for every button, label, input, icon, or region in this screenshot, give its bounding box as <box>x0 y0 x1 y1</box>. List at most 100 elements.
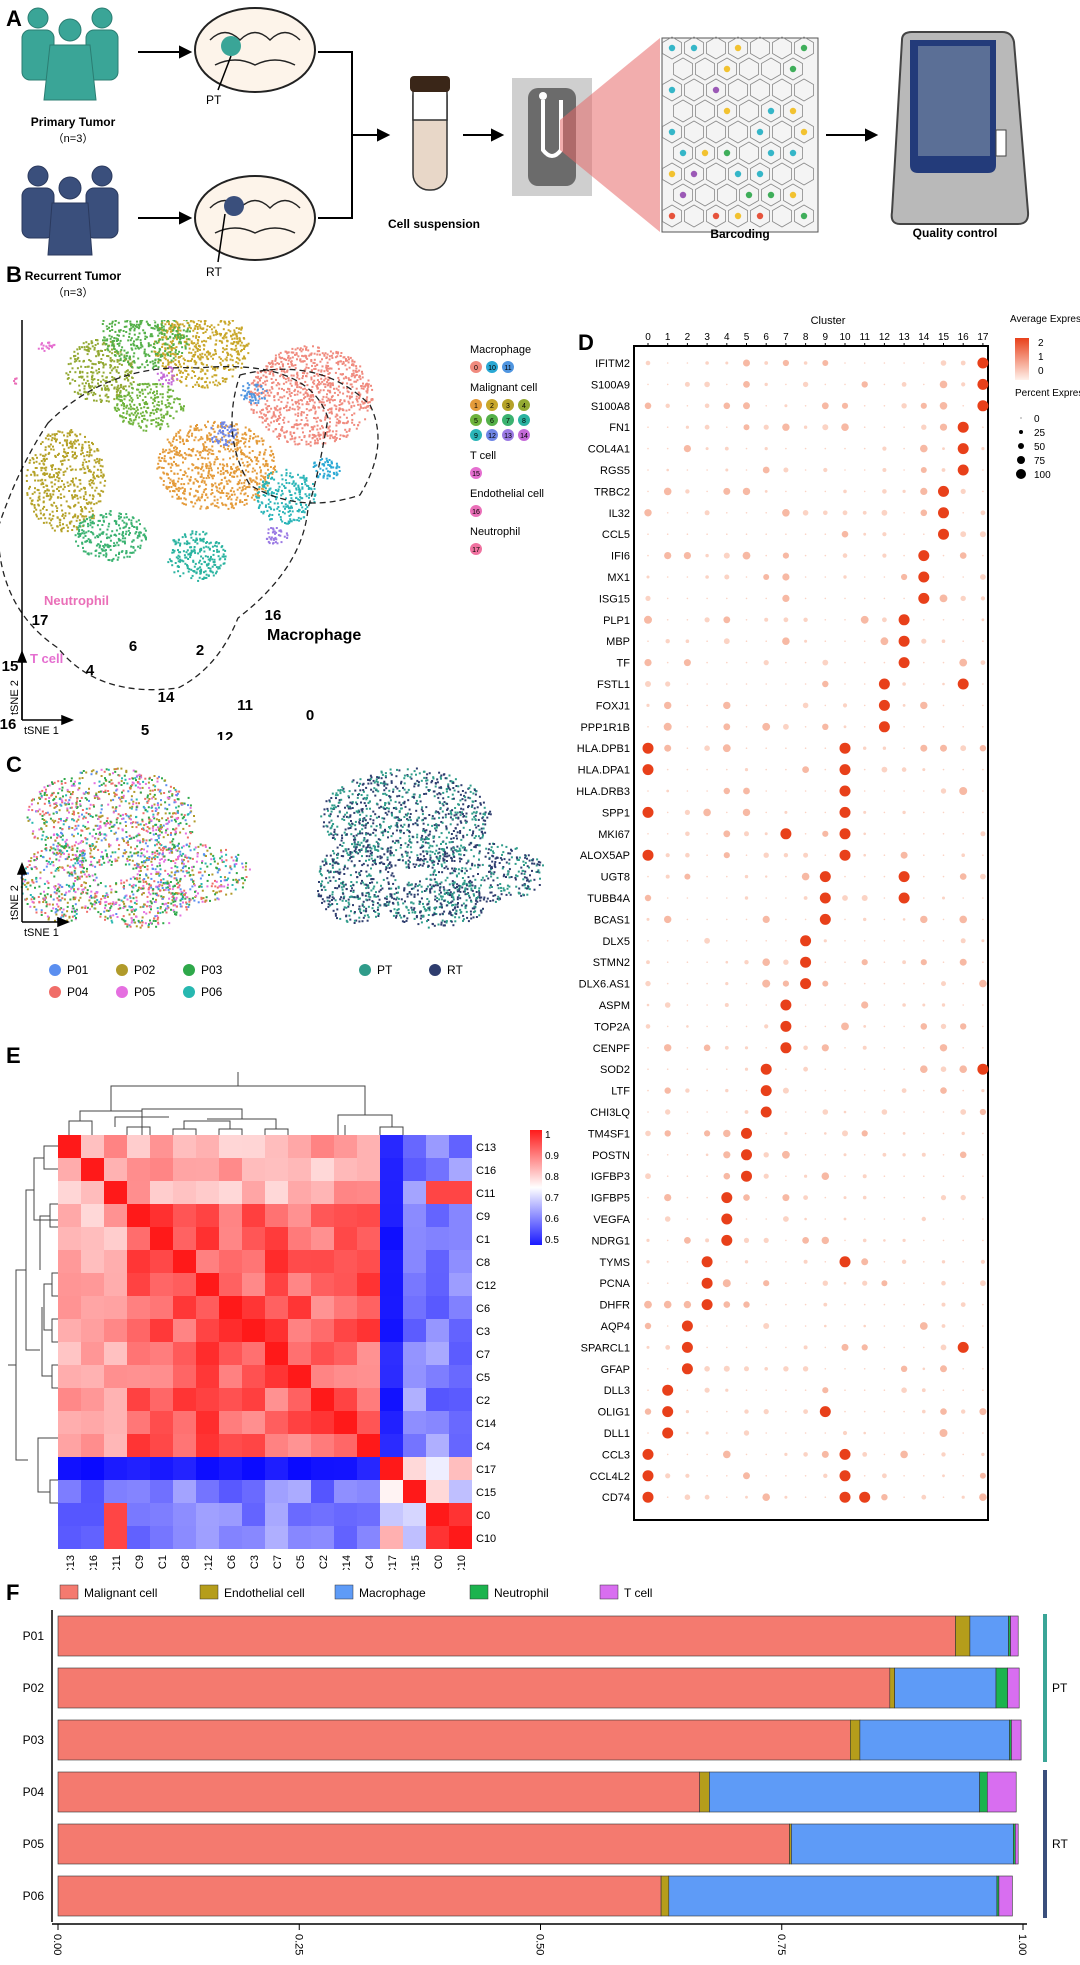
d-dot-CHI3LQ-c16 <box>960 1109 967 1115</box>
d-dot-FOXJ1-c11 <box>863 704 866 707</box>
d-dot-PPP1R1B-c15 <box>942 726 945 728</box>
d-dot-PLP1-c9 <box>824 619 827 621</box>
b-legend-num-16: 16 <box>472 509 480 516</box>
d-dot-IGFBP5-c14 <box>923 1196 925 1199</box>
f-bar-P06-0 <box>57 1875 662 1917</box>
b-legend-num-3: 3 <box>506 403 510 410</box>
d-legend-pct-tick-25: 25 <box>1034 428 1046 439</box>
e-cell-C6-C16 <box>81 1296 104 1319</box>
d-dot-VEGFA-c2 <box>686 1218 689 1220</box>
e-cell-C16-C6 <box>219 1158 242 1181</box>
d-dot-S100A8-c14 <box>920 402 927 409</box>
d-gene-TF: TF <box>617 658 631 670</box>
e-cell-C17-C6 <box>219 1457 242 1480</box>
d-dot-TM4SF1-c12 <box>883 1132 886 1135</box>
d-dot-IFITM2-c15 <box>940 360 947 366</box>
d-dot-DLL3-c17 <box>982 1389 984 1391</box>
d-dot-COL4A1-c6 <box>764 447 768 451</box>
e-cell-C8-C7 <box>265 1250 288 1273</box>
e-cell-C11-C13 <box>58 1181 81 1204</box>
e-cell-C4-C2 <box>311 1434 334 1457</box>
d-gene-ASPM: ASPM <box>599 1000 630 1012</box>
e-cell-C3-C14 <box>334 1319 357 1342</box>
c-legend-label-PT: PT <box>377 963 393 977</box>
d-dot-CCL5-c12 <box>882 532 887 537</box>
d-dot-IGFBP3-c4 <box>723 1172 731 1180</box>
d-dot-PPP1R1B-c2 <box>686 726 689 728</box>
e-cell-C13-C16 <box>81 1135 104 1158</box>
e-cell-C3-C11 <box>104 1319 127 1342</box>
d-dot-DLL3-c14 <box>921 1388 926 1393</box>
d-dot-OLIG1-c16 <box>961 1409 966 1414</box>
d-dot-HLA.DPA1-c7 <box>785 768 787 771</box>
d-gene-IFI6: IFI6 <box>611 551 630 563</box>
d-dot-CCL5-c7 <box>785 533 787 535</box>
e-dendro-top-branch-7 <box>264 1128 289 1135</box>
e-cell-C4-C17 <box>380 1434 403 1457</box>
e-colorbar-tick-5: 0.5 <box>545 1235 559 1246</box>
d-dot-DHFR-c11 <box>863 1303 866 1306</box>
f-bar-P04-1 <box>699 1771 710 1813</box>
d-dot-UGT8-c13 <box>898 871 910 883</box>
d-dot-FN1-c17 <box>982 426 984 428</box>
e-cell-C15-C5 <box>288 1480 311 1503</box>
e-cell-C16-C16 <box>81 1158 104 1181</box>
d-dot-DHFR-c17 <box>982 1303 984 1306</box>
d-dot-CENPF-c1 <box>664 1044 672 1052</box>
d-dot-AQP4-c7 <box>785 1325 787 1327</box>
d-dot-CCL5-c5 <box>745 533 748 535</box>
e-cell-C2-C11 <box>104 1388 127 1411</box>
e-cell-C12-C11 <box>104 1273 127 1296</box>
d-dot-ALOX5AP-c16 <box>961 853 965 857</box>
c-legend-swatch-P01 <box>49 964 61 976</box>
d-dot-BCAS1-c5 <box>745 918 748 921</box>
d-legend-avg-tick-2: 2 <box>1038 338 1044 349</box>
e-cell-C3-C13 <box>58 1319 81 1342</box>
e-cell-C8-C8 <box>173 1250 196 1273</box>
d-dot-VEGFA-c17 <box>982 1218 984 1220</box>
d-gene-UGT8: UGT8 <box>601 872 630 884</box>
d-dot-POSTN-c2 <box>686 1154 689 1156</box>
f-xtick-2: 0.50 <box>534 1934 546 1955</box>
d-dot-LTF-c12 <box>883 1089 886 1092</box>
d-dot-HLA.DPA1-c6 <box>765 768 767 771</box>
e-row-label-C14: C14 <box>476 1418 496 1430</box>
f-legend-label-2: Macrophage <box>359 1586 426 1600</box>
e-cell-C9-C15 <box>403 1204 426 1227</box>
e-cell-C13-C13 <box>58 1135 81 1158</box>
cluster-6-points <box>101 320 191 370</box>
d-dot-STMN2-c3 <box>706 961 708 963</box>
d-dot-PPP1R1B-c0 <box>647 726 649 728</box>
f-xtick-4: 1.00 <box>1016 1934 1028 1955</box>
b-legend-swatch-6 <box>486 414 498 426</box>
e-cell-C11-C9 <box>127 1181 150 1204</box>
e-cell-C2-C3 <box>242 1388 265 1411</box>
d-dot-DLX5-c0 <box>647 940 649 942</box>
e-cell-C7-C10 <box>449 1342 472 1365</box>
d-dot-DLL1-c12 <box>883 1432 886 1434</box>
d-dot-HLA.DPB1-c16 <box>960 745 967 752</box>
d-dot-TOP2A-c1 <box>666 1025 669 1028</box>
d-dot-CCL4L2-c10 <box>839 1470 851 1482</box>
d-dot-TM4SF1-c10 <box>842 1130 848 1137</box>
e-cell-C6-C2 <box>311 1296 334 1319</box>
d-dot-TF-c3 <box>706 661 708 664</box>
d-dot-DLL3-c16 <box>962 1389 964 1391</box>
d-dot-TOP2A-c7 <box>780 1020 792 1032</box>
d-dot-STMN2-c10 <box>844 961 846 963</box>
d-dot-IL32-c2 <box>686 512 689 514</box>
d-dot-UGT8-c9 <box>819 871 831 883</box>
d-dot-S100A8-c6 <box>765 405 767 407</box>
d-dot-GFAP-c12 <box>883 1368 886 1370</box>
e-cell-C16-C12 <box>196 1158 219 1181</box>
d-dot-COL4A1-c0 <box>647 447 649 450</box>
f-row-label-P03: P03 <box>23 1733 45 1747</box>
e-row-label-C6: C6 <box>476 1303 490 1315</box>
e-colorbar-tick-1: 0.9 <box>545 1151 559 1162</box>
e-cell-C7-C3 <box>242 1342 265 1365</box>
b-legend-swatch-4 <box>518 399 530 411</box>
d-dot-TOP2A-c6 <box>764 1024 769 1029</box>
d-dot-RGS5-c15 <box>941 468 946 472</box>
d-dot-VEGFA-c6 <box>765 1218 767 1220</box>
e-cell-C3-C16 <box>81 1319 104 1342</box>
